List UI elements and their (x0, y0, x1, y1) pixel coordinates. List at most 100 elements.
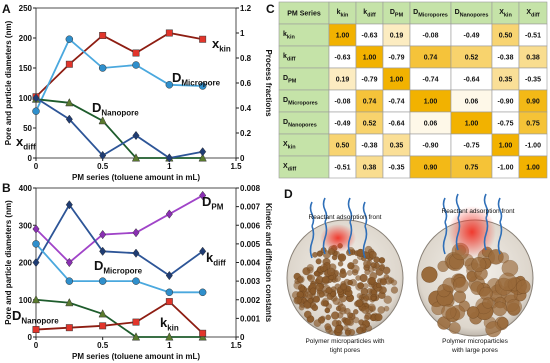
pore-grain (351, 264, 360, 273)
series-label-sub: diff (23, 143, 36, 152)
row-header-main: k (283, 31, 287, 38)
cell-value: 0.19 (390, 33, 404, 40)
pore-grain (309, 287, 317, 295)
pore-grain (355, 275, 361, 281)
cell-value: 0.35 (390, 143, 404, 150)
panel-label: D (284, 187, 293, 201)
column-header: DMicropores (413, 9, 448, 18)
y2-tick-label: 0.6 (240, 79, 252, 88)
row-header: Xkin (283, 141, 296, 150)
series-label: xkin (212, 36, 231, 54)
marker (198, 82, 207, 90)
pore-grain (377, 306, 385, 314)
pore-grain (315, 283, 324, 292)
cell-value: 0.75 (465, 165, 479, 172)
pore-grain (448, 322, 461, 334)
marker (165, 209, 173, 219)
cell-value: 0.74 (424, 55, 438, 62)
cell-value: -0.64 (389, 121, 405, 128)
caption: Polymer microparticles (442, 338, 508, 345)
reactant-wave (442, 197, 448, 255)
adsorption-front (320, 224, 356, 252)
column-header-main: D (390, 9, 395, 16)
marker (132, 318, 140, 326)
marker (132, 49, 140, 57)
marker (132, 130, 140, 141)
marker (65, 60, 73, 68)
marker (199, 329, 207, 337)
cell-value: 0.50 (499, 33, 513, 40)
table-corner: PM Series (287, 11, 321, 18)
row-header-main: D (283, 97, 288, 104)
reactant-wave (455, 193, 461, 251)
series-label-sub: Nanopore (101, 109, 139, 118)
pore-grain (353, 309, 359, 315)
pore-grain (315, 258, 322, 265)
marker (65, 257, 73, 268)
pore-grain (453, 277, 469, 293)
pore-grain (371, 289, 377, 296)
marker (199, 246, 207, 256)
column-header: kkin (337, 9, 349, 18)
marker (32, 224, 40, 234)
y2-tick-label: 0.001 (240, 314, 261, 323)
series-line (35, 243, 203, 294)
pore-grain (307, 274, 315, 283)
cell-value: -0.63 (335, 55, 351, 62)
column-header-sub: kin (504, 12, 513, 18)
cell-value: -0.35 (389, 165, 405, 172)
pore-grain (320, 299, 328, 307)
row-header: kkin (283, 31, 295, 40)
series-label: DNanopore (12, 308, 59, 326)
row-header-sub: Micropores (288, 100, 318, 106)
y-tick-label: 100 (19, 94, 33, 103)
pore-grain (321, 276, 330, 284)
pore-grain (345, 316, 354, 326)
row-header-main: D (283, 119, 288, 126)
column-header-main: X (499, 9, 504, 16)
y-axis-title: Pore and particle diameters (nm) (4, 20, 13, 145)
pore-grain (303, 301, 312, 310)
series-label-main: k (160, 315, 168, 330)
series-label-sub: Micropore (181, 79, 220, 88)
cell-value: 1.00 (363, 55, 377, 62)
caption: Polymer microparticles with (305, 338, 384, 345)
cell-value: -0.49 (464, 33, 480, 40)
series-label: DMicropore (94, 258, 143, 276)
pore-grain (337, 261, 344, 267)
series-label-main: D (94, 258, 103, 273)
marker (65, 297, 74, 307)
cell-value: -0.90 (423, 143, 439, 150)
row-header-main: X (283, 163, 288, 170)
x-tick-label: 0.5 (97, 162, 109, 171)
y2-tick-label: 0 (240, 333, 245, 342)
marker (98, 277, 107, 285)
cell-value: -0.51 (525, 33, 541, 40)
y2-tick-label: 0.004 (240, 259, 261, 268)
x-tick-label: 1 (167, 162, 172, 171)
series-label-main: x (16, 134, 24, 149)
cell-value: 0.50 (336, 143, 350, 150)
pore-grain (378, 257, 386, 264)
series-label: DNanopore (92, 100, 139, 118)
column-header: Xdiff (526, 9, 539, 18)
pore-grain (368, 266, 375, 273)
reactant-wave (347, 197, 353, 255)
pore-grain (368, 303, 376, 312)
caption: tight pores (330, 347, 361, 354)
column-header-main: D (455, 9, 460, 16)
caption: with large pores (451, 347, 499, 354)
pore-grain (312, 252, 318, 258)
series-line (35, 98, 203, 159)
pore-grain (391, 279, 398, 286)
marker (199, 190, 207, 201)
cell-value: -1.00 (498, 165, 514, 172)
marker (65, 277, 74, 285)
front-label: Reactant adsorption front (309, 214, 382, 221)
series-label-sub: PM (211, 203, 223, 212)
row-header-sub: kin (287, 34, 296, 40)
pore-grain (343, 325, 349, 331)
series-label: kkin (160, 315, 179, 333)
cell-value: 0.06 (465, 99, 479, 106)
